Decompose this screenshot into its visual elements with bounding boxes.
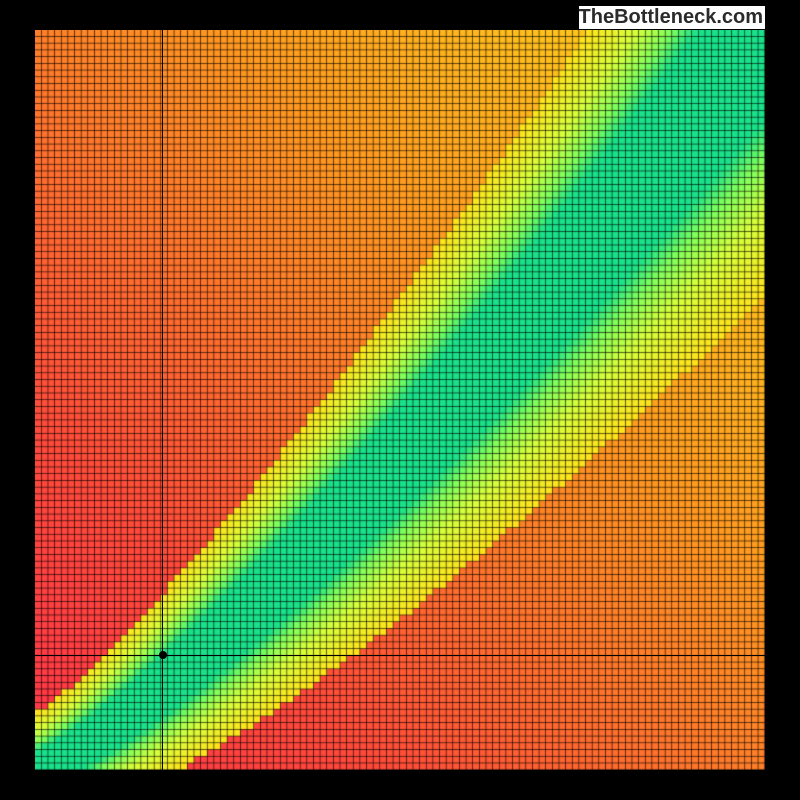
watermark-text: TheBottleneck.com — [579, 6, 765, 29]
chart-container: TheBottleneck.com — [0, 0, 800, 800]
heatmap-canvas — [35, 30, 765, 770]
crosshair-horizontal — [35, 655, 765, 656]
